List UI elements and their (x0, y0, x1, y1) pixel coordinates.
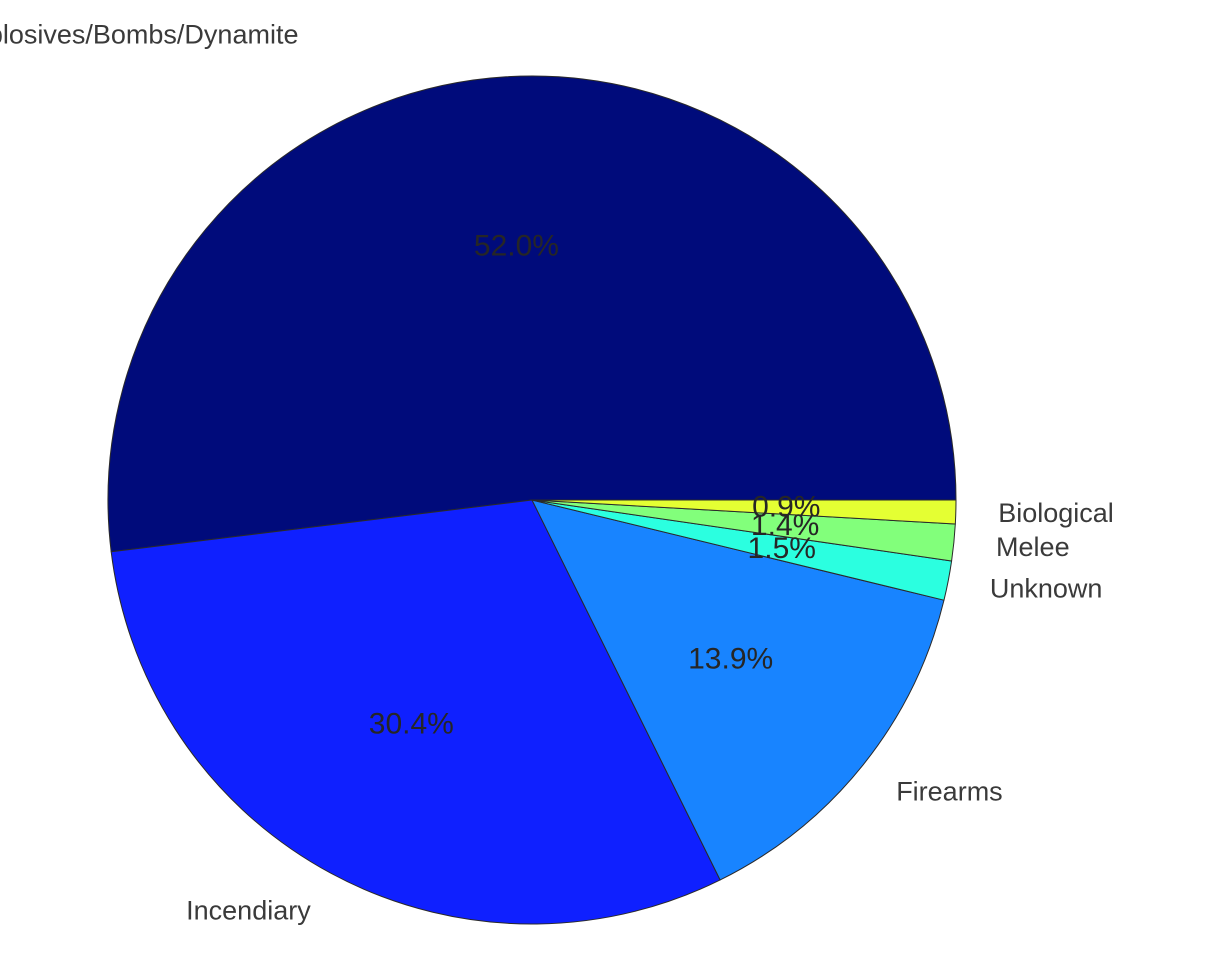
slice-incendiary (110, 499, 721, 925)
category-label-biological: Biological (998, 498, 1114, 528)
category-labels: Explosives/Bombs/Dynamite Incendiary Firea… (0, 19, 1114, 925)
percent-label-melee: 1.4% (751, 509, 819, 542)
pie-slices (107, 75, 957, 925)
category-label-incendiary: Incendiary (186, 896, 311, 926)
slice-biological (531, 499, 957, 525)
percent-label-biological: 0.9% (752, 491, 820, 524)
percent-labels: 52.0% 30.4% 13.9% 1.5%1.4%0.9% (369, 230, 821, 741)
slice-explosives-bombs-dynamite (107, 75, 957, 553)
percent-label-unknown: 1.5% (748, 532, 816, 565)
category-label-explosives-bombs-dynamite: Explosives/Bombs/Dynamite (0, 19, 298, 49)
percent-label-explosives-bombs-dynamite: 52.0% (474, 230, 559, 263)
category-label-firearms: Firearms (896, 776, 1003, 806)
category-label-unknown: Unknown (990, 574, 1103, 604)
percent-label-incendiary: 30.4% (369, 707, 454, 740)
category-label-melee: Melee (996, 532, 1070, 562)
slice-firearms (531, 499, 945, 881)
percent-label-firearms: 13.9% (688, 642, 773, 675)
